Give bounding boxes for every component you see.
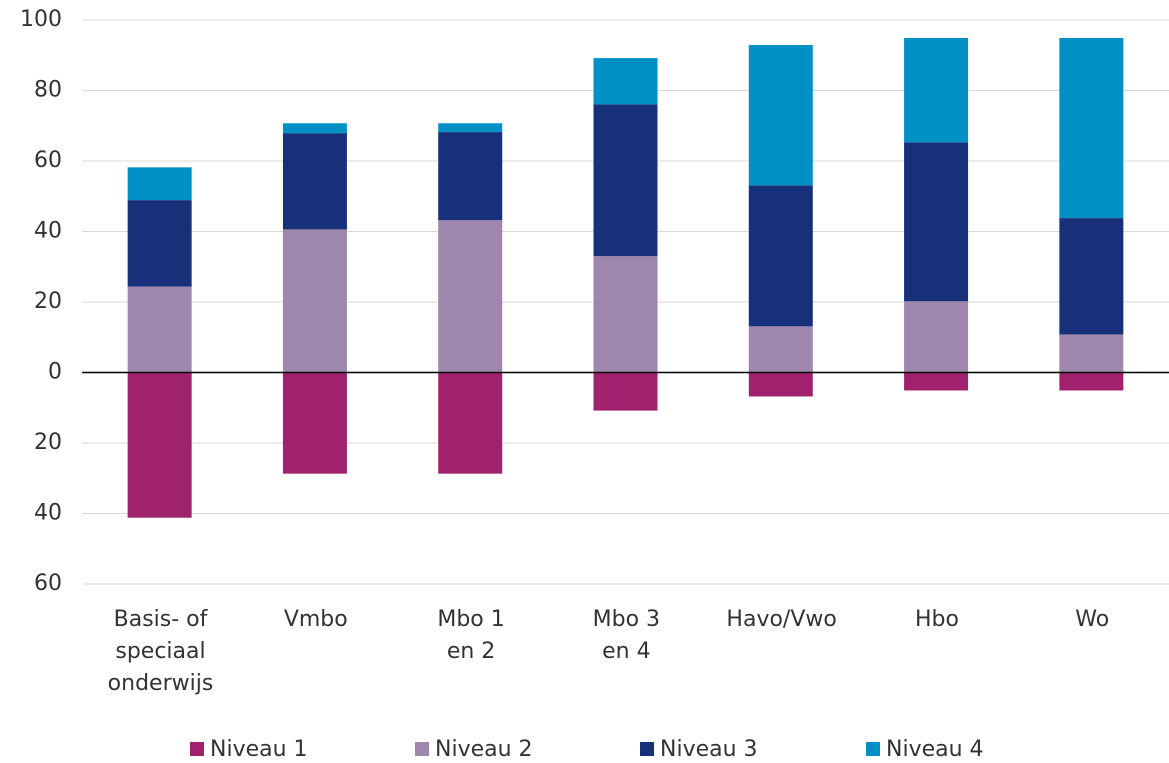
legend-swatch	[415, 742, 429, 756]
bar-segment	[593, 256, 658, 373]
legend-swatch	[190, 742, 204, 756]
bar-segment	[282, 372, 347, 474]
x-tick-label: Basis- of speciaal onderwijs	[107, 607, 214, 696]
legend-label: Niveau 1	[210, 737, 308, 762]
bar-segment	[748, 185, 813, 327]
x-tick-label: Havo/Vwo	[726, 607, 837, 632]
y-tick-label: 60	[34, 148, 62, 173]
y-tick-label: 100	[20, 7, 62, 32]
y-tick-label: 20	[34, 430, 62, 455]
bar-segment	[282, 133, 347, 230]
x-tick-label: Mbo 3 en 4	[592, 607, 661, 664]
legend-swatch	[640, 742, 654, 756]
bar-segment	[127, 200, 192, 287]
bar-segment	[127, 286, 192, 373]
legend-swatch	[866, 742, 880, 756]
bar-segment	[1059, 218, 1124, 335]
bar-segment	[904, 142, 969, 302]
y-tick-label: 40	[34, 501, 62, 526]
x-tick-label: Vmbo	[283, 607, 348, 632]
legend-label: Niveau 4	[886, 737, 984, 762]
bar-segment	[127, 372, 192, 518]
bar-segment	[438, 123, 503, 133]
bar-segment	[904, 37, 969, 143]
legend-label: Niveau 3	[660, 737, 758, 762]
y-tick-label: 80	[34, 78, 62, 103]
x-tick-label: Wo	[1075, 607, 1110, 632]
bar-segment	[593, 58, 658, 105]
bar-segment	[282, 229, 347, 373]
y-tick-label: 0	[48, 360, 62, 385]
bar-segment	[904, 372, 969, 391]
x-tick-label: Hbo	[914, 607, 959, 632]
bar-segment	[593, 372, 658, 411]
bar-segment	[438, 132, 503, 221]
bar-segment	[748, 372, 813, 397]
bar-segment	[282, 123, 347, 134]
bar-segment	[1059, 334, 1124, 373]
bar-segment	[127, 167, 192, 201]
bar-segment	[593, 104, 658, 257]
bar-segment	[1059, 372, 1124, 391]
y-tick-label: 20	[34, 289, 62, 314]
y-tick-label: 60	[34, 571, 62, 596]
x-tick-label: Mbo 1 en 2	[437, 607, 505, 664]
legend-label: Niveau 2	[435, 737, 533, 762]
bar-segment	[904, 301, 969, 373]
bar-segment	[748, 326, 813, 373]
bar-segment	[1059, 37, 1124, 219]
bar-segment	[438, 372, 503, 474]
bar-segment	[438, 220, 503, 373]
y-tick-label: 40	[34, 219, 62, 244]
bar-segment	[748, 45, 813, 186]
